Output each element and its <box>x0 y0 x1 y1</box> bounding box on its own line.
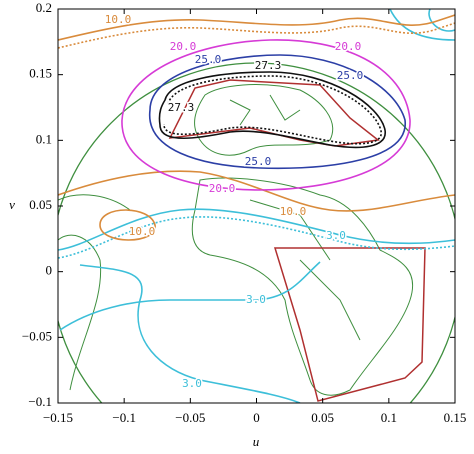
x-tick-label: 0.05 <box>311 410 334 425</box>
contour-label: 25.0 <box>195 53 222 66</box>
contour-line <box>79 264 301 403</box>
contour-label: 3.0 <box>326 229 346 242</box>
y-axis-label: v <box>9 197 15 212</box>
contour-label: 25.0 <box>245 155 272 168</box>
x-tick-label: 0 <box>253 410 260 425</box>
x-tick-label: 0.15 <box>444 410 467 425</box>
continent-outline <box>194 84 334 156</box>
contour-label: 10.0 <box>105 13 132 26</box>
region-box <box>273 247 426 402</box>
contour-line <box>58 14 455 41</box>
contour-label: 3.0 <box>182 377 202 390</box>
contour-line <box>58 216 455 259</box>
contour-label: 25.0 <box>337 69 364 82</box>
contour-line <box>121 39 411 191</box>
contour-line <box>99 209 156 241</box>
y-tick-label: 0 <box>46 263 53 278</box>
y-tick-label: 0.1 <box>36 131 52 146</box>
contour-line <box>59 261 321 331</box>
contour-label: 20.0 <box>209 182 236 195</box>
contour-label: 3.0 <box>246 293 266 306</box>
plot-area <box>58 9 455 403</box>
x-tick-label: 0.1 <box>381 410 397 425</box>
contour-line <box>58 22 455 49</box>
contour-line <box>58 170 455 212</box>
contour-label: 20.0 <box>335 40 362 53</box>
y-tick-label: −0.1 <box>28 394 52 409</box>
contour-label: 27.3 <box>255 59 282 72</box>
y-tick-label: 0.2 <box>36 0 52 15</box>
globe-outline <box>58 62 455 403</box>
contour-label: 20.0 <box>170 40 197 53</box>
x-tick-label: −0.15 <box>43 410 73 425</box>
contour-label: 10.0 <box>129 225 156 238</box>
contour-line <box>58 208 455 251</box>
y-tick-label: 0.05 <box>29 197 52 212</box>
y-tick-label: 0.15 <box>29 66 52 81</box>
x-tick-label: −0.05 <box>175 410 205 425</box>
x-axis-label: u <box>253 434 260 449</box>
contour-line <box>389 9 455 41</box>
contour-line <box>163 75 382 145</box>
contour-line <box>158 71 386 149</box>
continent-outline <box>191 177 414 396</box>
contour-label: 10.0 <box>280 205 307 218</box>
contour-label: 27.3 <box>168 101 195 114</box>
y-tick-label: −0.05 <box>22 328 52 343</box>
continent-outline <box>58 194 131 391</box>
contour-line <box>149 54 406 170</box>
x-tick-label: −0.1 <box>112 410 136 425</box>
